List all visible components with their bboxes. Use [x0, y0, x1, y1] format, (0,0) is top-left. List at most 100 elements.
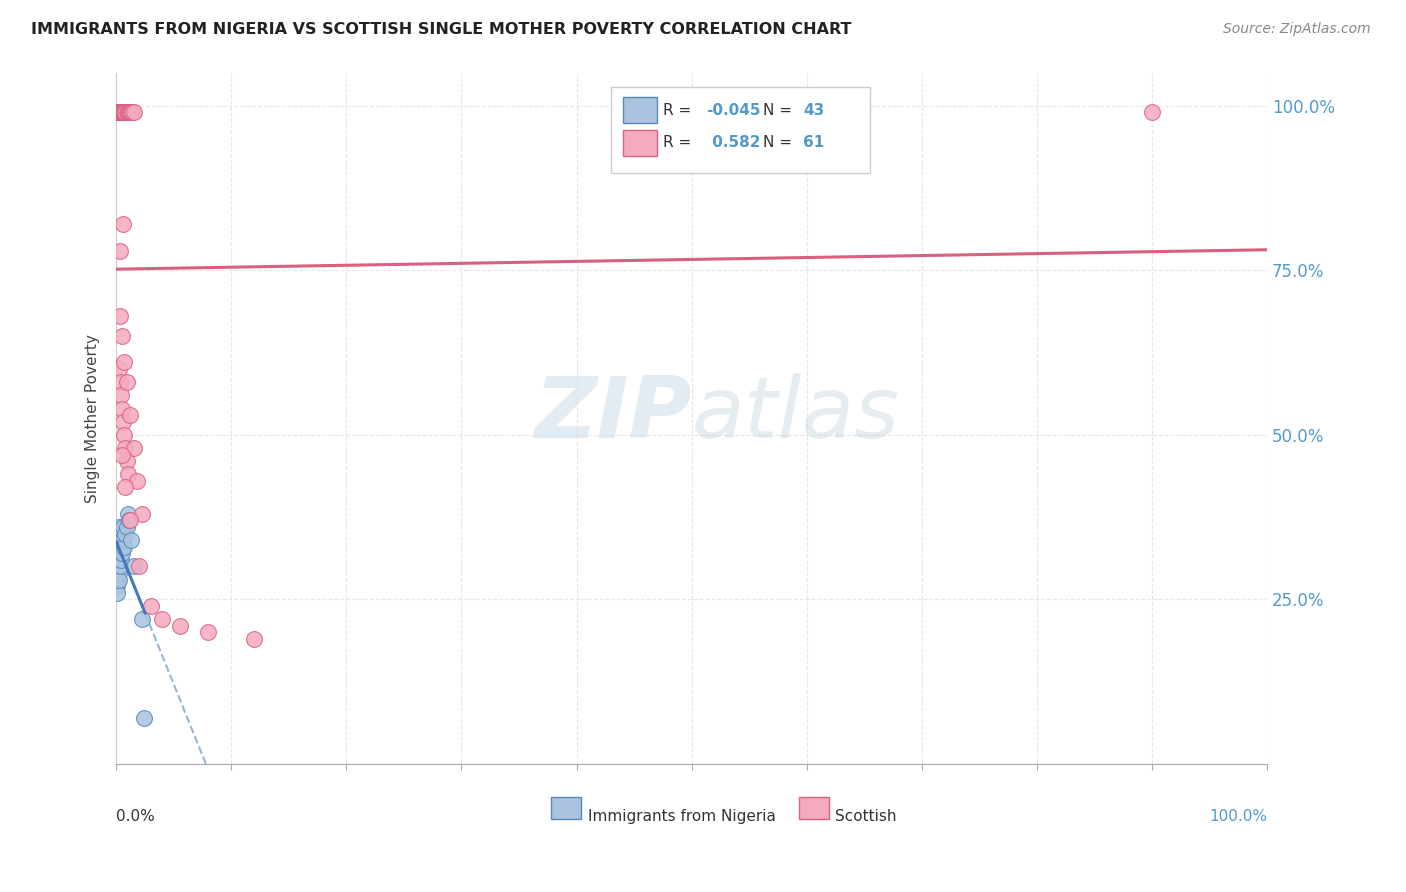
Point: [114, 526, 136, 541]
Point: [110, 553, 132, 567]
Point: [114, 481, 136, 495]
Point: [107, 559, 129, 574]
Point: [122, 105, 145, 120]
Text: 43: 43: [803, 103, 824, 118]
FancyBboxPatch shape: [799, 797, 828, 819]
Point: [107, 105, 129, 120]
Point: [110, 105, 132, 120]
Point: [110, 540, 132, 554]
Point: [107, 546, 129, 560]
Text: ZIP: ZIP: [534, 374, 692, 457]
Point: [197, 625, 219, 640]
Text: N =: N =: [763, 136, 797, 150]
Point: [107, 566, 129, 580]
Point: [118, 513, 141, 527]
Point: [108, 105, 131, 120]
Text: -0.045: -0.045: [707, 103, 761, 118]
Point: [131, 612, 153, 626]
Point: [107, 540, 129, 554]
Text: R =: R =: [662, 136, 696, 150]
Point: [117, 507, 139, 521]
Point: [132, 711, 155, 725]
Point: [107, 105, 129, 120]
Point: [112, 105, 135, 120]
Point: [111, 105, 134, 120]
Point: [107, 105, 129, 120]
Point: [120, 513, 142, 527]
Point: [108, 546, 131, 560]
Point: [128, 559, 150, 574]
Point: [243, 632, 266, 646]
Point: [111, 533, 134, 548]
Point: [114, 441, 136, 455]
Text: Scottish: Scottish: [835, 809, 897, 823]
Point: [111, 105, 134, 120]
Point: [111, 105, 134, 120]
Point: [107, 526, 129, 541]
Point: [108, 105, 131, 120]
Point: [110, 105, 132, 120]
Point: [111, 329, 134, 343]
Point: [120, 408, 142, 422]
Point: [107, 566, 129, 580]
Point: [112, 540, 135, 554]
Point: [117, 467, 139, 482]
Point: [107, 586, 129, 600]
Point: [107, 559, 129, 574]
Point: [1140, 105, 1163, 120]
Point: [107, 105, 129, 120]
FancyBboxPatch shape: [623, 97, 657, 123]
Text: R =: R =: [662, 103, 696, 118]
Point: [107, 553, 129, 567]
Point: [139, 599, 162, 613]
Text: N =: N =: [763, 103, 797, 118]
Point: [115, 375, 138, 389]
Text: 0.582: 0.582: [707, 136, 761, 150]
FancyBboxPatch shape: [623, 129, 657, 156]
Point: [107, 533, 129, 548]
Point: [108, 244, 131, 258]
Point: [122, 441, 145, 455]
Text: Source: ZipAtlas.com: Source: ZipAtlas.com: [1223, 22, 1371, 37]
Point: [112, 355, 135, 369]
Text: atlas: atlas: [692, 374, 900, 457]
Point: [112, 520, 135, 534]
Point: [131, 507, 153, 521]
Point: [150, 612, 173, 626]
Text: 100.0%: 100.0%: [1209, 809, 1267, 823]
Point: [108, 105, 131, 120]
Point: [115, 105, 138, 120]
Point: [112, 105, 135, 120]
Point: [108, 105, 131, 120]
Point: [110, 388, 132, 402]
Point: [115, 520, 138, 534]
Point: [107, 573, 129, 587]
Point: [110, 533, 132, 548]
Point: [107, 533, 129, 548]
Point: [125, 474, 148, 488]
Point: [107, 362, 129, 376]
Point: [107, 579, 129, 593]
Point: [112, 105, 135, 120]
Point: [120, 105, 142, 120]
Point: [110, 526, 132, 541]
Point: [108, 375, 131, 389]
Point: [110, 105, 132, 120]
Point: [108, 310, 131, 324]
Point: [122, 559, 145, 574]
Point: [118, 105, 141, 120]
Text: IMMIGRANTS FROM NIGERIA VS SCOTTISH SINGLE MOTHER POVERTY CORRELATION CHART: IMMIGRANTS FROM NIGERIA VS SCOTTISH SING…: [31, 22, 852, 37]
Point: [112, 533, 135, 548]
Text: 0.0%: 0.0%: [117, 809, 155, 823]
Point: [117, 105, 139, 120]
Point: [111, 448, 134, 462]
Text: Immigrants from Nigeria: Immigrants from Nigeria: [588, 809, 776, 823]
Y-axis label: Single Mother Poverty: Single Mother Poverty: [86, 334, 100, 503]
Point: [107, 553, 129, 567]
Point: [121, 105, 143, 120]
Point: [108, 105, 131, 120]
Point: [112, 105, 135, 120]
FancyBboxPatch shape: [612, 87, 870, 173]
Point: [107, 573, 129, 587]
Text: 61: 61: [803, 136, 824, 150]
